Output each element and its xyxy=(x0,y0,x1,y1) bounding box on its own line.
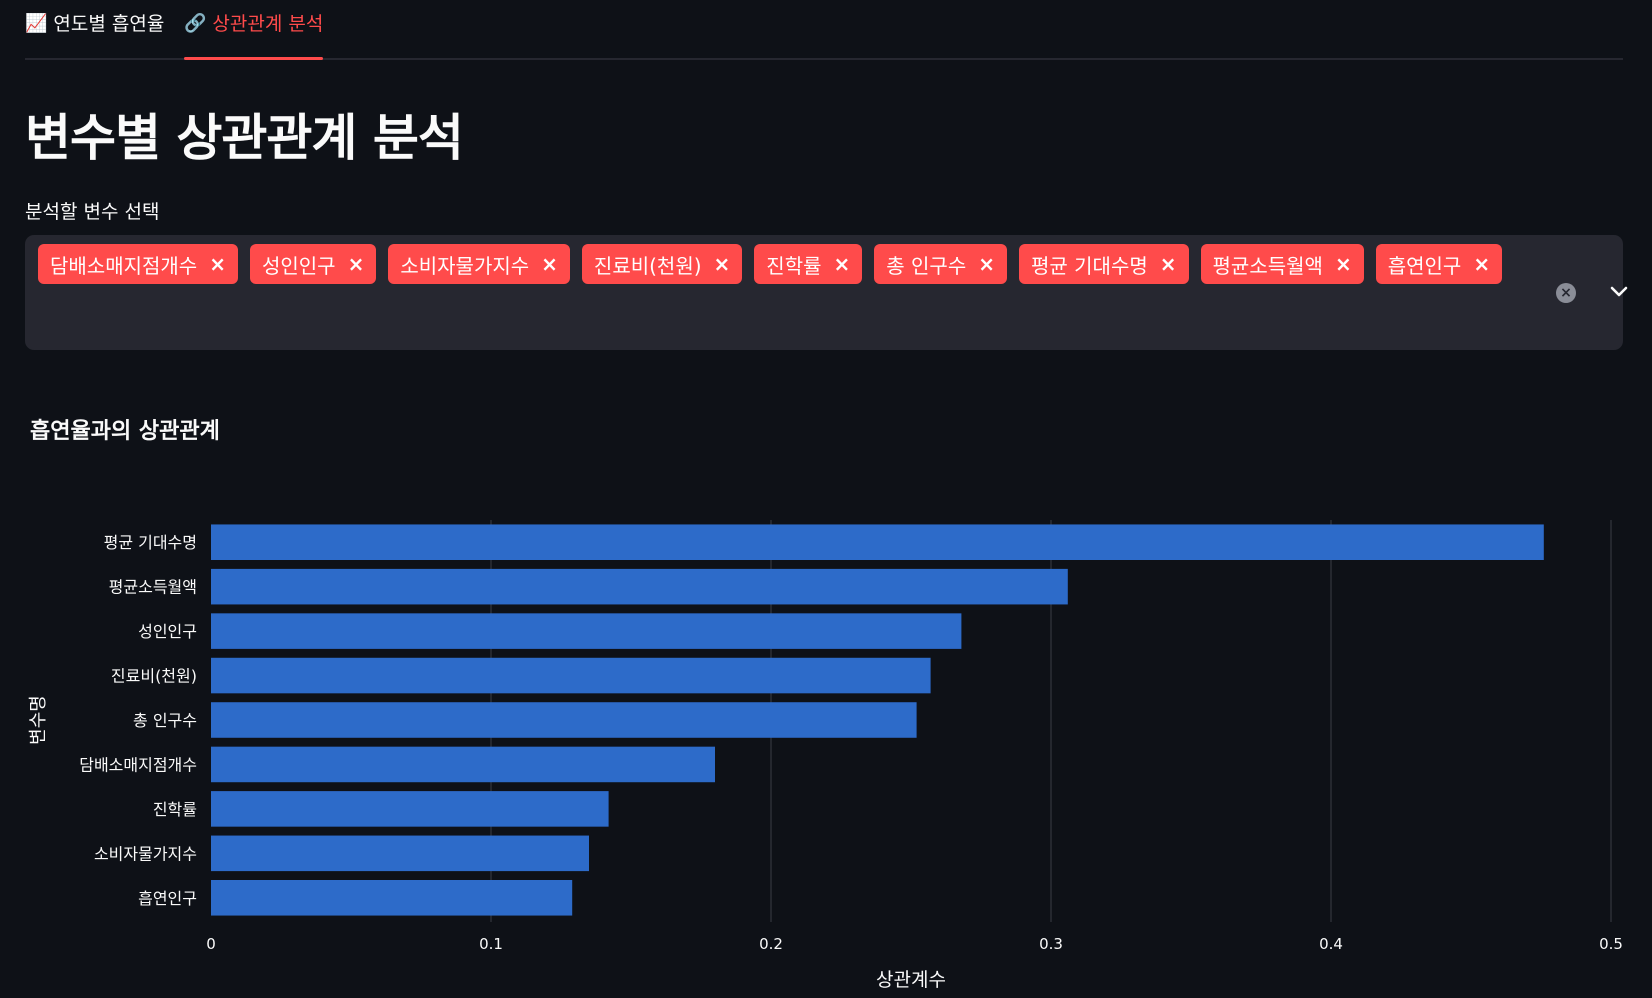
bar xyxy=(211,791,609,827)
chart-title: 흡연율과의 상관관계 xyxy=(30,419,220,444)
x-tick-label: 0.4 xyxy=(1319,935,1343,953)
chip-remove-icon[interactable]: × xyxy=(833,252,851,276)
y-tick-label: 평균소득월액 xyxy=(109,578,197,597)
y-axis-label: 변수명 xyxy=(28,695,49,745)
chip-label: 흡연인구 xyxy=(1387,253,1462,278)
selected-chip: 성인인구 × xyxy=(249,244,377,284)
bar xyxy=(211,657,931,694)
y-tick-label: 성인인구 xyxy=(138,622,197,641)
bar xyxy=(211,524,1544,560)
bar xyxy=(211,613,962,649)
chip-label: 진학률 xyxy=(766,253,822,278)
tab-label: 연도별 흡연율 xyxy=(53,13,165,35)
chip-label: 성인인구 xyxy=(261,253,336,278)
y-tick-label: 진학률 xyxy=(153,800,197,819)
chip-remove-icon[interactable]: × xyxy=(541,252,558,276)
selected-chip: 평균소득월액 × xyxy=(1200,244,1364,284)
chip-label: 소비자물가지수 xyxy=(400,253,530,278)
chip-remove-icon[interactable]: × xyxy=(1159,252,1177,276)
chip-remove-icon[interactable]: × xyxy=(347,252,365,276)
clear-all-icon[interactable]: × xyxy=(1556,283,1576,303)
y-tick-label: 흡연인구 xyxy=(138,889,197,908)
x-tick-label: 0.5 xyxy=(1599,935,1623,953)
tab-bar: 📈 연도별 흡연율 🔗 상관관계 분석 xyxy=(25,0,1623,60)
tab-label: 상관관계 분석 xyxy=(212,13,324,35)
y-tick-label: 진료비(천원) xyxy=(111,667,197,686)
selected-chip: 진료비(천원) × xyxy=(581,244,743,284)
link-icon: 🔗 xyxy=(184,13,207,34)
y-tick-label: 총 인구수 xyxy=(133,711,197,730)
bar xyxy=(211,568,1068,605)
chip-remove-icon[interactable]: × xyxy=(1334,252,1352,276)
y-tick-label: 평균 기대수명 xyxy=(104,533,197,552)
y-tick-label: 소비자물가지수 xyxy=(94,844,197,863)
selected-chip: 흡연인구 × xyxy=(1375,244,1503,284)
x-tick-label: 0.1 xyxy=(479,935,503,953)
chip-label: 평균소득월액 xyxy=(1212,253,1323,278)
page-title: 변수별 상관관계 분석 xyxy=(25,109,464,167)
x-tick-label: 0 xyxy=(206,935,216,953)
variable-multiselect[interactable]: 담배소매지점개수 × 성인인구 × 소비자물가지수 × 진료비(천원) × 진학률 × 총 인구수 ×… xyxy=(25,235,1628,350)
selected-chip: 진학률 × xyxy=(754,244,863,284)
chart-svg: 흡연율과의 상관관계 0 0.1 0.2 0.3 0.4 0.5 평균 기대수명평균소득월액성… xyxy=(28,419,1623,991)
y-tick-label: 담배소매지점개수 xyxy=(79,755,197,774)
bar xyxy=(211,746,715,783)
chevron-down-icon[interactable] xyxy=(1607,279,1631,303)
x-tick-label: 0.3 xyxy=(1039,935,1063,953)
x-tick-label: 0.2 xyxy=(759,935,783,953)
selected-chip: 담배소매지점개수 × xyxy=(38,244,238,284)
chip-remove-icon[interactable]: × xyxy=(978,252,995,276)
chip-label: 진료비(천원) xyxy=(593,253,702,278)
chart-increasing-icon: 📈 xyxy=(25,13,48,34)
chip-label: 평균 기대수명 xyxy=(1031,253,1148,278)
bar xyxy=(211,702,917,738)
chip-label: 담배소매지점개수 xyxy=(50,253,198,278)
variable-select-label: 분석할 변수 선택 xyxy=(25,201,160,223)
bar xyxy=(211,880,573,916)
selected-chip: 총 인구수 × xyxy=(874,244,1007,284)
chip-remove-icon[interactable]: × xyxy=(1473,252,1491,276)
selected-chip: 소비자물가지수 × xyxy=(388,244,570,284)
bar xyxy=(211,835,589,872)
chip-remove-icon[interactable]: × xyxy=(209,252,226,276)
x-axis-label: 상관계수 xyxy=(876,969,946,991)
chip-label: 총 인구수 xyxy=(886,253,967,278)
chip-remove-icon[interactable]: × xyxy=(713,252,731,276)
tab-correlation-analysis[interactable]: 🔗 상관관계 분석 xyxy=(184,12,324,60)
selected-chip: 평균 기대수명 × xyxy=(1019,244,1189,284)
tab-yearly-smoking-rate[interactable]: 📈 연도별 흡연율 xyxy=(25,12,164,58)
selected-chips: 담배소매지점개수 × 성인인구 × 소비자물가지수 × 진료비(천원) × 진학률 × 총 인구수 ×… xyxy=(38,244,1538,284)
